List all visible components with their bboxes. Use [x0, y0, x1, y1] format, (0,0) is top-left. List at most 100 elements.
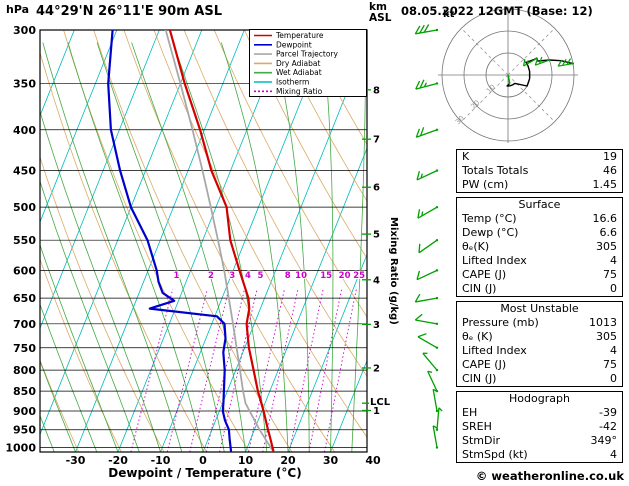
row-value: 0 [610, 372, 617, 385]
svg-text:350: 350 [13, 77, 36, 90]
table-row: θₑ (K) 305 [457, 330, 622, 344]
svg-text:700: 700 [13, 318, 36, 331]
svg-text:1: 1 [174, 271, 180, 281]
row-label: SREH [462, 420, 492, 433]
datetime-title: 08.05.2022 12GMT (Base: 12) [401, 4, 593, 18]
wind-barb-column [414, 24, 443, 449]
svg-text:5: 5 [257, 271, 263, 281]
svg-text:4: 4 [245, 271, 251, 281]
row-label: CIN (J) [462, 282, 497, 295]
temperature-axis-label: Dewpoint / Temperature (°C) [108, 466, 302, 480]
table-row: CAPE (J) 75 [457, 268, 622, 282]
row-label: StmSpd (kt) [462, 448, 528, 461]
plot-background [40, 30, 367, 452]
svg-text:2: 2 [373, 363, 380, 374]
table-row: K 19 [457, 150, 622, 164]
svg-text:10: 10 [295, 271, 307, 281]
row-label: EH [462, 406, 478, 419]
row-value: 6.6 [599, 226, 618, 239]
svg-text:Dry Adiabat: Dry Adiabat [276, 59, 320, 68]
table-row: Lifted Index 4 [457, 344, 622, 358]
svg-text:650: 650 [13, 292, 36, 305]
altitude-unit-asl: ASL [369, 12, 392, 24]
svg-text:10: 10 [485, 83, 497, 95]
pressure-axis-unit: hPa [6, 3, 30, 16]
svg-text:Wet Adiabat: Wet Adiabat [276, 68, 322, 77]
table-row: Pressure (mb) 1013 [457, 316, 622, 330]
svg-text:850: 850 [13, 385, 36, 398]
table-row: CIN (J) 0 [457, 282, 622, 296]
svg-text:Mixing Ratio: Mixing Ratio [276, 87, 323, 96]
hodograph-trace [506, 57, 574, 87]
row-label: StmDir [462, 434, 501, 447]
row-value: 4 [610, 448, 617, 461]
svg-text:3: 3 [229, 271, 235, 281]
hodograph-wind-barbs [523, 56, 575, 67]
row-value: 46 [603, 164, 617, 177]
svg-text:4: 4 [373, 275, 380, 286]
row-value: -42 [599, 420, 617, 433]
table-row: Lifted Index 4 [457, 254, 622, 268]
temperature-tick-labels: -30 -20 -10 0 10 20 30 40 [66, 454, 381, 467]
svg-text:1000: 1000 [5, 442, 36, 455]
row-value: -39 [599, 406, 617, 419]
temperature-curve [168, 30, 275, 452]
table-row: CAPE (J) 75 [457, 358, 622, 372]
table-row: SREH -42 [457, 420, 622, 434]
svg-text:900: 900 [13, 405, 36, 418]
svg-text:8: 8 [285, 271, 291, 281]
svg-text:25: 25 [353, 271, 365, 281]
row-label: Totals Totals [462, 164, 529, 177]
svg-text:750: 750 [13, 342, 36, 355]
svg-text:300: 300 [13, 24, 36, 37]
wet-adiabats [40, 42, 367, 452]
row-value: 305 [596, 330, 617, 343]
svg-text:6: 6 [373, 183, 380, 194]
table-row: EH -39 [457, 406, 622, 420]
dewpoint-curve [107, 30, 233, 452]
svg-text:5: 5 [373, 230, 380, 241]
row-value: 305 [596, 240, 617, 253]
table-row: StmSpd (kt) 4 [457, 448, 622, 462]
svg-text:Dewpoint: Dewpoint [276, 40, 312, 49]
svg-text:20: 20 [339, 271, 351, 281]
svg-text:950: 950 [13, 424, 36, 437]
pressure-gridlines [39, 29, 368, 453]
copyright: © weatheronline.co.uk [475, 469, 624, 483]
hodograph-unit-label: kt [443, 9, 455, 20]
row-value: 19 [603, 150, 617, 163]
row-value: 16.6 [592, 212, 618, 225]
svg-text:2: 2 [208, 271, 214, 281]
mixing-ratio-lines [130, 288, 357, 452]
svg-text:20: 20 [469, 99, 481, 111]
row-value: 0 [610, 282, 617, 295]
row-label: Pressure (mb) [462, 316, 539, 329]
svg-text:30: 30 [454, 114, 466, 126]
row-label: CIN (J) [462, 372, 497, 385]
station-title: 44°29'N 26°11'E 90m ASL [36, 4, 223, 19]
svg-text:1: 1 [373, 406, 380, 417]
table-title: Hodograph [509, 392, 570, 405]
storm-motion-vector [507, 74, 511, 84]
svg-text:15: 15 [320, 271, 332, 281]
svg-text:0: 0 [199, 454, 207, 467]
data-table: Surface Temp (°C) 16.6 Dewp (°C) 6.6 θₑ(K) 305… [456, 197, 623, 297]
data-table: Most Unstable Pressure (mb) 1013 θₑ (K) 305 L… [456, 301, 623, 387]
data-tables: K 19 Totals Totals 46 PW (cm) 1.45 Surface Temp… [456, 149, 623, 463]
row-label: Lifted Index [462, 344, 527, 357]
svg-text:-30: -30 [66, 454, 86, 467]
row-value: 75 [603, 268, 617, 281]
table-row: StmDir 349° [457, 434, 622, 448]
svg-text:20: 20 [280, 454, 296, 467]
svg-text:40: 40 [365, 454, 381, 467]
row-value: 4 [610, 254, 617, 267]
svg-text:30: 30 [323, 454, 339, 467]
row-label: Lifted Index [462, 254, 527, 267]
table-row: Totals Totals 46 [457, 164, 622, 178]
data-table: Hodograph EH -39 SREH -42 StmDir 349° StmSpd (k… [456, 391, 623, 463]
row-value: 1.45 [592, 178, 618, 191]
table-row: θₑ(K) 305 [457, 240, 622, 254]
row-value: 1013 [589, 316, 617, 329]
row-label: Dewp (°C) [462, 226, 519, 239]
